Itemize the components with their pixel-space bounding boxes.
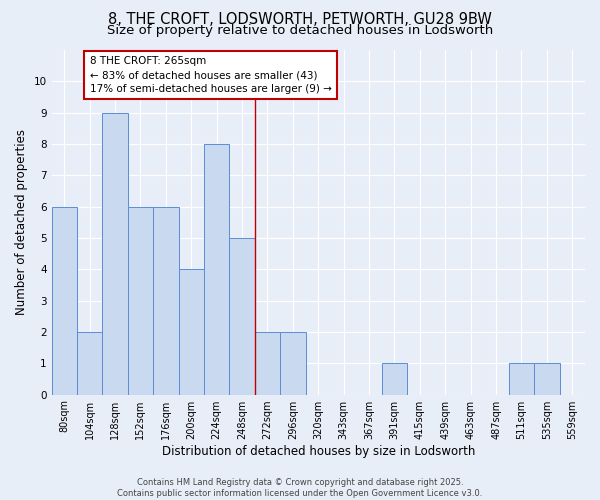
Text: 8, THE CROFT, LODSWORTH, PETWORTH, GU28 9BW: 8, THE CROFT, LODSWORTH, PETWORTH, GU28 … <box>108 12 492 28</box>
Bar <box>179 270 204 394</box>
Bar <box>52 206 77 394</box>
Bar <box>128 206 153 394</box>
Text: 8 THE CROFT: 265sqm
← 83% of detached houses are smaller (43)
17% of semi-detach: 8 THE CROFT: 265sqm ← 83% of detached ho… <box>89 56 332 94</box>
Bar <box>153 206 179 394</box>
Bar <box>255 332 280 394</box>
Bar <box>382 364 407 394</box>
Bar <box>534 364 560 394</box>
X-axis label: Distribution of detached houses by size in Lodsworth: Distribution of detached houses by size … <box>161 444 475 458</box>
Y-axis label: Number of detached properties: Number of detached properties <box>15 130 28 316</box>
Bar <box>509 364 534 394</box>
Text: Size of property relative to detached houses in Lodsworth: Size of property relative to detached ho… <box>107 24 493 37</box>
Bar <box>204 144 229 395</box>
Text: Contains HM Land Registry data © Crown copyright and database right 2025.
Contai: Contains HM Land Registry data © Crown c… <box>118 478 482 498</box>
Bar <box>77 332 103 394</box>
Bar <box>229 238 255 394</box>
Bar <box>280 332 305 394</box>
Bar <box>103 112 128 394</box>
